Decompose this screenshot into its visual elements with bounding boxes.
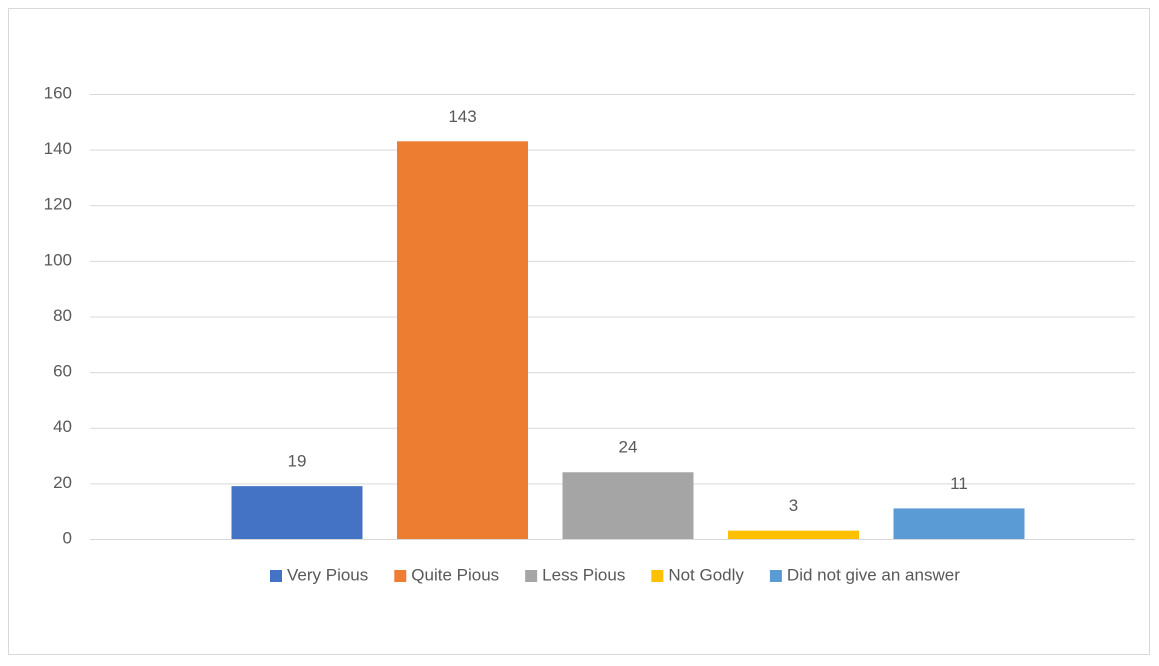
legend-swatch — [394, 570, 407, 582]
data-label: 24 — [619, 438, 638, 457]
data-label: 143 — [448, 107, 476, 126]
y-tick-label: 60 — [53, 362, 72, 381]
bar — [562, 472, 694, 539]
y-tick-label: 20 — [53, 473, 72, 492]
y-tick-label: 80 — [53, 306, 72, 325]
legend-swatch — [525, 570, 538, 582]
legend-label: Did not give an answer — [787, 565, 960, 584]
bar — [893, 508, 1025, 539]
legend-swatch — [651, 570, 664, 582]
legend-swatch — [270, 570, 282, 582]
legend-label: Quite Pious — [411, 565, 499, 584]
bar — [231, 486, 363, 539]
chart-border — [8, 8, 1150, 655]
y-tick-label: 120 — [44, 195, 72, 214]
legend-swatch — [769, 570, 782, 582]
data-label: 11 — [950, 474, 968, 493]
legend-label: Very Pious — [287, 565, 368, 584]
y-tick-label: 140 — [44, 139, 72, 158]
legend-label: Not Godly — [668, 565, 744, 584]
bar — [397, 141, 528, 539]
data-label: 3 — [789, 496, 798, 515]
y-tick-label: 0 — [63, 528, 72, 547]
legend-label: Less Pious — [542, 565, 625, 584]
y-tick-label: 100 — [44, 250, 72, 269]
y-tick-label: 40 — [53, 417, 72, 436]
y-tick-label: 160 — [44, 83, 72, 102]
data-label: 19 — [288, 452, 307, 471]
bar — [728, 530, 859, 539]
